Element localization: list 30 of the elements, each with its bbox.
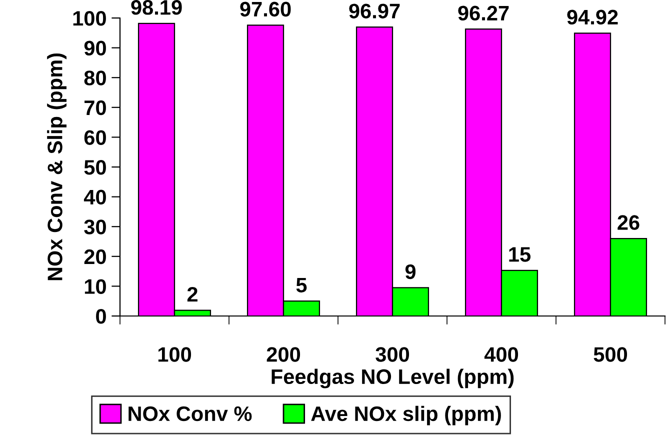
data-label: 26 [618,215,640,230]
y-tick-label: 0 [96,309,106,324]
y-tick-label: 70 [84,100,106,116]
data-label: 96.97 [349,4,400,18]
x-tick-label: 400 [484,347,518,362]
y-tick-label: 100 [73,11,106,26]
y-tick-label: 50 [84,160,106,175]
x-tick-label: 300 [376,347,410,362]
data-label: 94.92 [567,10,618,25]
y-tick-label: 80 [84,70,106,86]
y-axis-title: NOx Conv & Slip (ppm) [47,53,66,280]
y-tick-label: 10 [84,279,106,294]
legend-label: Ave NOx slip (ppm) [311,406,501,426]
data-label: 5 [296,278,307,293]
x-tick-label: 200 [266,347,300,362]
x-tick-label: 500 [594,347,628,362]
data-label: 9 [405,264,416,280]
y-tick-label: 60 [84,130,106,145]
y-tick-label: 90 [84,40,106,56]
x-axis-title: Feedgas NO Level (ppm) [272,368,514,388]
data-label: 97.60 [240,2,291,17]
x-tick-label: 100 [158,347,192,362]
y-tick-label: 20 [84,249,106,264]
y-tick-label: 40 [84,190,106,205]
data-label: 2 [187,287,198,302]
data-label: 96.27 [458,6,509,21]
y-tick-label: 30 [84,220,106,234]
legend-label: NOx Conv % [128,406,252,422]
data-label: 98.19 [131,0,182,15]
data-label: 15 [509,247,530,262]
